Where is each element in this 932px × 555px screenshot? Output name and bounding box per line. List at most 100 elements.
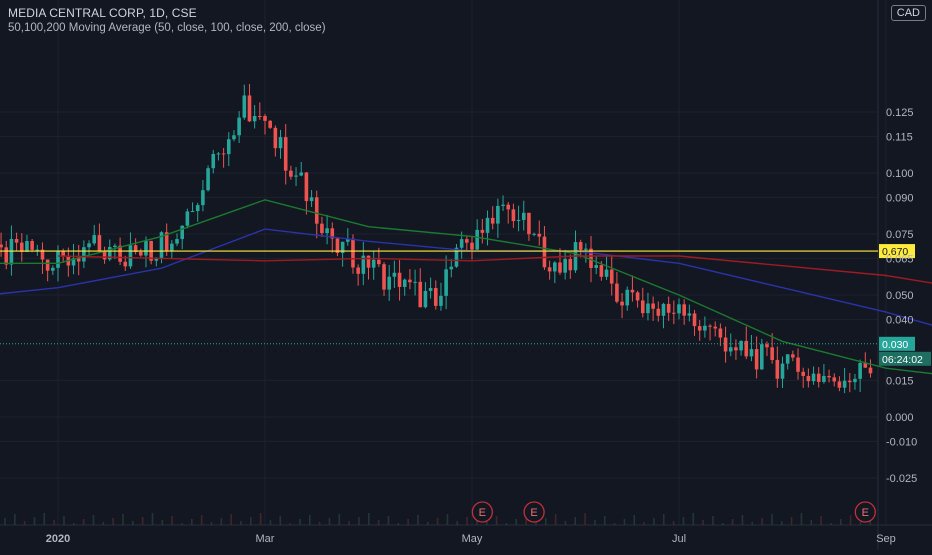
candle [832, 377, 837, 382]
volume-bar [633, 515, 636, 525]
volume-bar [485, 520, 488, 525]
volume-bar [613, 523, 616, 525]
candle [366, 255, 371, 268]
volume-bar [751, 522, 754, 525]
y-tick-label: 0.125 [886, 107, 914, 119]
candle [346, 238, 350, 242]
volume-bar [33, 517, 36, 525]
volume-bar [132, 521, 134, 525]
candle [568, 258, 573, 271]
candle [268, 120, 272, 128]
volume-bar [367, 513, 370, 525]
candle [30, 241, 34, 250]
countdown-label: 06:24:02 [882, 354, 923, 366]
y-tick-label: 0.100 [886, 168, 914, 180]
candle [330, 228, 335, 239]
volume-bar [830, 523, 832, 525]
candle [475, 229, 479, 250]
volume-bar [210, 522, 213, 525]
volume-bar [230, 514, 232, 525]
candle [661, 303, 666, 316]
volume-bar [456, 521, 459, 525]
candle [252, 116, 257, 122]
candle [82, 247, 86, 262]
candle [433, 288, 438, 306]
candle [170, 243, 174, 251]
currency-badge[interactable]: CAD [890, 5, 926, 21]
candle [242, 95, 247, 118]
candle [175, 239, 179, 244]
candle [335, 238, 340, 253]
candle [791, 354, 795, 358]
candle [837, 381, 842, 388]
candle [703, 325, 707, 331]
volume-bar [859, 522, 862, 525]
indicator-legend[interactable]: 50,100,200 Moving Average (50, close, 10… [8, 22, 326, 34]
volume-bar [171, 516, 173, 525]
candle [615, 283, 619, 302]
y-tick-label: -0.025 [886, 473, 917, 485]
volume-bar [397, 523, 400, 525]
candle [258, 116, 262, 118]
candle [423, 290, 428, 308]
candle [609, 269, 614, 284]
candle [563, 258, 567, 273]
candle [558, 262, 562, 273]
horizontal-line-label: 0.670 [882, 246, 908, 258]
countdown-bg [879, 351, 931, 366]
candle [25, 241, 29, 252]
candle [113, 245, 117, 248]
y-tick-label: -0.010 [886, 436, 917, 448]
earnings-marker-label: E [479, 507, 486, 519]
candle [459, 239, 464, 248]
candle [672, 312, 676, 314]
volume-bar [810, 520, 813, 525]
candle [320, 223, 324, 234]
candle [371, 259, 376, 268]
candle [289, 170, 293, 177]
candle [51, 267, 55, 271]
candle [630, 289, 635, 293]
candle [211, 153, 216, 169]
volume-bar [682, 517, 685, 525]
candle [133, 245, 138, 252]
candle [806, 375, 811, 382]
candle [0, 244, 3, 248]
volume-bar [377, 520, 380, 525]
candle [625, 289, 630, 306]
volume-bar [181, 523, 183, 525]
candle [847, 380, 852, 383]
candle [226, 139, 231, 155]
volume-bar [603, 516, 606, 525]
volume-bar [426, 522, 429, 525]
candle [454, 247, 459, 267]
candle [692, 313, 697, 327]
volume-bar [525, 515, 527, 525]
candle [397, 272, 402, 287]
candle [506, 204, 511, 210]
chart-title[interactable]: MEDIA CENTRAL CORP, 1D, CSE [8, 6, 197, 20]
volume-bar [594, 520, 596, 525]
volume-bar [23, 521, 26, 525]
candle [635, 292, 640, 301]
volume-bar [308, 515, 311, 525]
earnings-marker[interactable] [523, 501, 545, 523]
candle [40, 249, 45, 260]
volume-bar [73, 523, 75, 525]
candle [9, 239, 14, 265]
earnings-marker[interactable] [471, 501, 494, 523]
volume-bar [92, 515, 95, 525]
candle [811, 373, 816, 382]
volume-bar [800, 513, 803, 525]
candle [682, 304, 686, 316]
y-tick-label: 0.075 [886, 229, 914, 241]
volume-bar [122, 514, 124, 525]
candle [190, 211, 195, 213]
candle [496, 205, 500, 224]
volume-bar [220, 518, 223, 525]
candle [532, 233, 536, 235]
earnings-marker[interactable] [854, 501, 876, 523]
